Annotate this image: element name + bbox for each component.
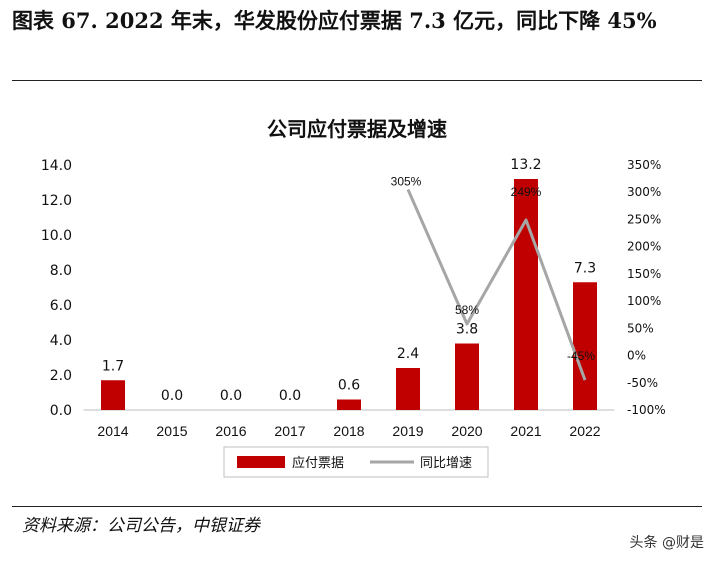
figure-title: 图表 67. 2022 年末，华发股份应付票据 7.3 亿元，同比下降 45% bbox=[12, 8, 657, 33]
left-tick-label: 10.0 bbox=[41, 228, 72, 244]
left-axis: 0.0 2.0 4.0 6.0 8.0 10.0 12.0 14.0 bbox=[41, 158, 72, 419]
bar bbox=[573, 282, 597, 410]
bar bbox=[396, 368, 420, 410]
right-tick-label: 300% bbox=[627, 185, 661, 199]
right-tick-label: 200% bbox=[627, 240, 661, 254]
bar bbox=[455, 343, 479, 410]
legend: 应付票据 同比增速 bbox=[223, 446, 489, 478]
chart-title: 公司应付票据及增速 bbox=[267, 117, 447, 141]
growth-value-label: 249% bbox=[511, 185, 542, 199]
x-tick-label: 2014 bbox=[97, 423, 128, 439]
right-tick-label: 150% bbox=[627, 267, 661, 281]
left-tick-label: 14.0 bbox=[41, 158, 72, 174]
growth-line bbox=[406, 188, 587, 381]
left-tick-label: 2.0 bbox=[50, 368, 72, 384]
right-tick-label: 50% bbox=[627, 321, 654, 335]
x-tick-label: 2015 bbox=[156, 423, 187, 439]
left-tick-label: 4.0 bbox=[50, 333, 72, 349]
bar-value-label: 0.0 bbox=[161, 388, 183, 404]
x-tick-label: 2018 bbox=[333, 423, 364, 439]
bar-value-label: 13.2 bbox=[510, 157, 541, 173]
x-tick-label: 2020 bbox=[451, 423, 482, 439]
right-tick-label: -50% bbox=[627, 376, 658, 390]
growth-value-label: 58% bbox=[455, 303, 479, 317]
watermark: 头条 @财是 bbox=[629, 535, 704, 551]
bar bbox=[337, 399, 361, 410]
legend-label-bar: 应付票据 bbox=[292, 455, 344, 471]
right-tick-label: -100% bbox=[627, 403, 666, 417]
bar-value-label: 0.0 bbox=[279, 388, 301, 404]
data-labels: 1.7 0.0 0.0 0.0 0.6 2.4 3.8 13.2 7.3 305% 58% 249% -… bbox=[102, 157, 596, 404]
bar-series bbox=[101, 179, 597, 410]
bar-value-label: 0.0 bbox=[220, 388, 242, 404]
bar-value-label: 0.6 bbox=[338, 378, 360, 394]
right-tick-label: 0% bbox=[627, 349, 646, 363]
line-series bbox=[406, 188, 587, 381]
source-note: 资料来源：公司公告，中银证券 bbox=[22, 516, 260, 536]
x-tick-label: 2019 bbox=[392, 423, 423, 439]
growth-value-label: -45% bbox=[567, 349, 595, 363]
right-axis: -100% -50% 0% 50% 100% 150% 200% 250% 300% 350% bbox=[627, 158, 666, 417]
bar-value-label: 2.4 bbox=[397, 346, 419, 362]
bar bbox=[514, 179, 538, 410]
x-tick-label: 2021 bbox=[510, 423, 541, 439]
right-tick-label: 100% bbox=[627, 294, 661, 308]
bar bbox=[101, 380, 125, 410]
right-tick-label: 250% bbox=[627, 212, 661, 226]
source-rule bbox=[12, 506, 702, 507]
left-tick-label: 6.0 bbox=[50, 298, 72, 314]
x-tick-label: 2022 bbox=[569, 423, 600, 439]
bar-value-label: 3.8 bbox=[456, 322, 478, 338]
legend-swatch-bar bbox=[237, 456, 285, 468]
x-axis: 2014 2015 2016 2017 2018 2019 2020 2021 2022 bbox=[83, 409, 615, 439]
left-tick-label: 8.0 bbox=[50, 263, 72, 279]
legend-label-line: 同比增速 bbox=[420, 456, 472, 471]
title-rule bbox=[12, 80, 702, 81]
right-tick-label: 350% bbox=[627, 158, 661, 172]
x-tick-label: 2017 bbox=[274, 423, 305, 439]
x-tick-label: 2016 bbox=[215, 423, 246, 439]
growth-value-label: 305% bbox=[391, 175, 422, 189]
bar-value-label: 1.7 bbox=[102, 358, 124, 374]
left-tick-label: 0.0 bbox=[50, 403, 72, 419]
bar-value-label: 7.3 bbox=[574, 260, 596, 276]
left-tick-label: 12.0 bbox=[41, 193, 72, 209]
